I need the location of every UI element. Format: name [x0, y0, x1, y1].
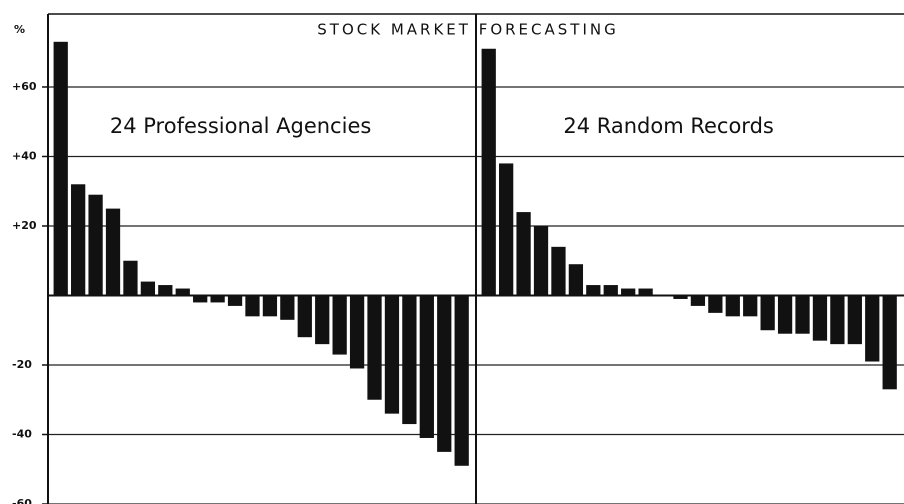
bar: [71, 184, 86, 296]
bar: [481, 48, 496, 296]
bar: [227, 295, 243, 306]
y-tick-label: -40: [12, 427, 32, 440]
bar: [533, 225, 549, 296]
y-tick-label: -20: [12, 358, 32, 371]
bar: [516, 212, 531, 296]
bar: [725, 295, 740, 317]
bar: [499, 163, 514, 296]
panel-title: 24 Professional Agencies: [110, 114, 371, 138]
bar: [332, 295, 347, 355]
y-tick-label: -60: [12, 497, 32, 504]
bar: [315, 295, 330, 345]
panel-title: 24 Random Records: [563, 114, 774, 138]
bar: [367, 295, 382, 400]
bar: [830, 295, 845, 345]
bar: [210, 295, 225, 303]
bar: [708, 295, 723, 313]
bar: [280, 295, 295, 320]
bar: [673, 295, 688, 299]
bar: [193, 295, 208, 303]
bar: [690, 295, 706, 306]
bar: [551, 246, 566, 296]
bar: [638, 288, 653, 296]
bar: [262, 295, 278, 317]
bar: [105, 208, 121, 296]
bar: [743, 295, 758, 317]
bar: [795, 295, 810, 334]
bar: [777, 295, 793, 334]
bar: [384, 295, 400, 414]
bar: [621, 288, 636, 296]
bar: [437, 295, 452, 452]
bar: [760, 295, 775, 331]
bar: [140, 281, 156, 296]
bar: [175, 288, 190, 296]
bar: [245, 295, 260, 317]
chart-title: STOCK MARKET FORECASTING: [317, 21, 618, 39]
y-axis-label: %: [14, 23, 25, 36]
bar: [847, 295, 862, 345]
y-tick-label: +60: [12, 80, 37, 93]
bar: [297, 295, 312, 338]
bar: [882, 295, 897, 390]
bar: [603, 285, 618, 296]
bar: [568, 264, 584, 296]
bar: [88, 194, 103, 296]
bar: [349, 295, 365, 369]
bar: [158, 285, 173, 296]
bar: [53, 41, 68, 296]
bar: [123, 260, 138, 296]
y-tick-label: +20: [12, 219, 37, 232]
bar: [865, 295, 880, 362]
y-tick-label: +40: [12, 149, 37, 162]
bar: [402, 295, 417, 425]
bar: [655, 295, 671, 297]
bar: [812, 295, 828, 341]
bar: [586, 285, 601, 296]
bar: [419, 295, 434, 438]
bar: [454, 295, 469, 466]
